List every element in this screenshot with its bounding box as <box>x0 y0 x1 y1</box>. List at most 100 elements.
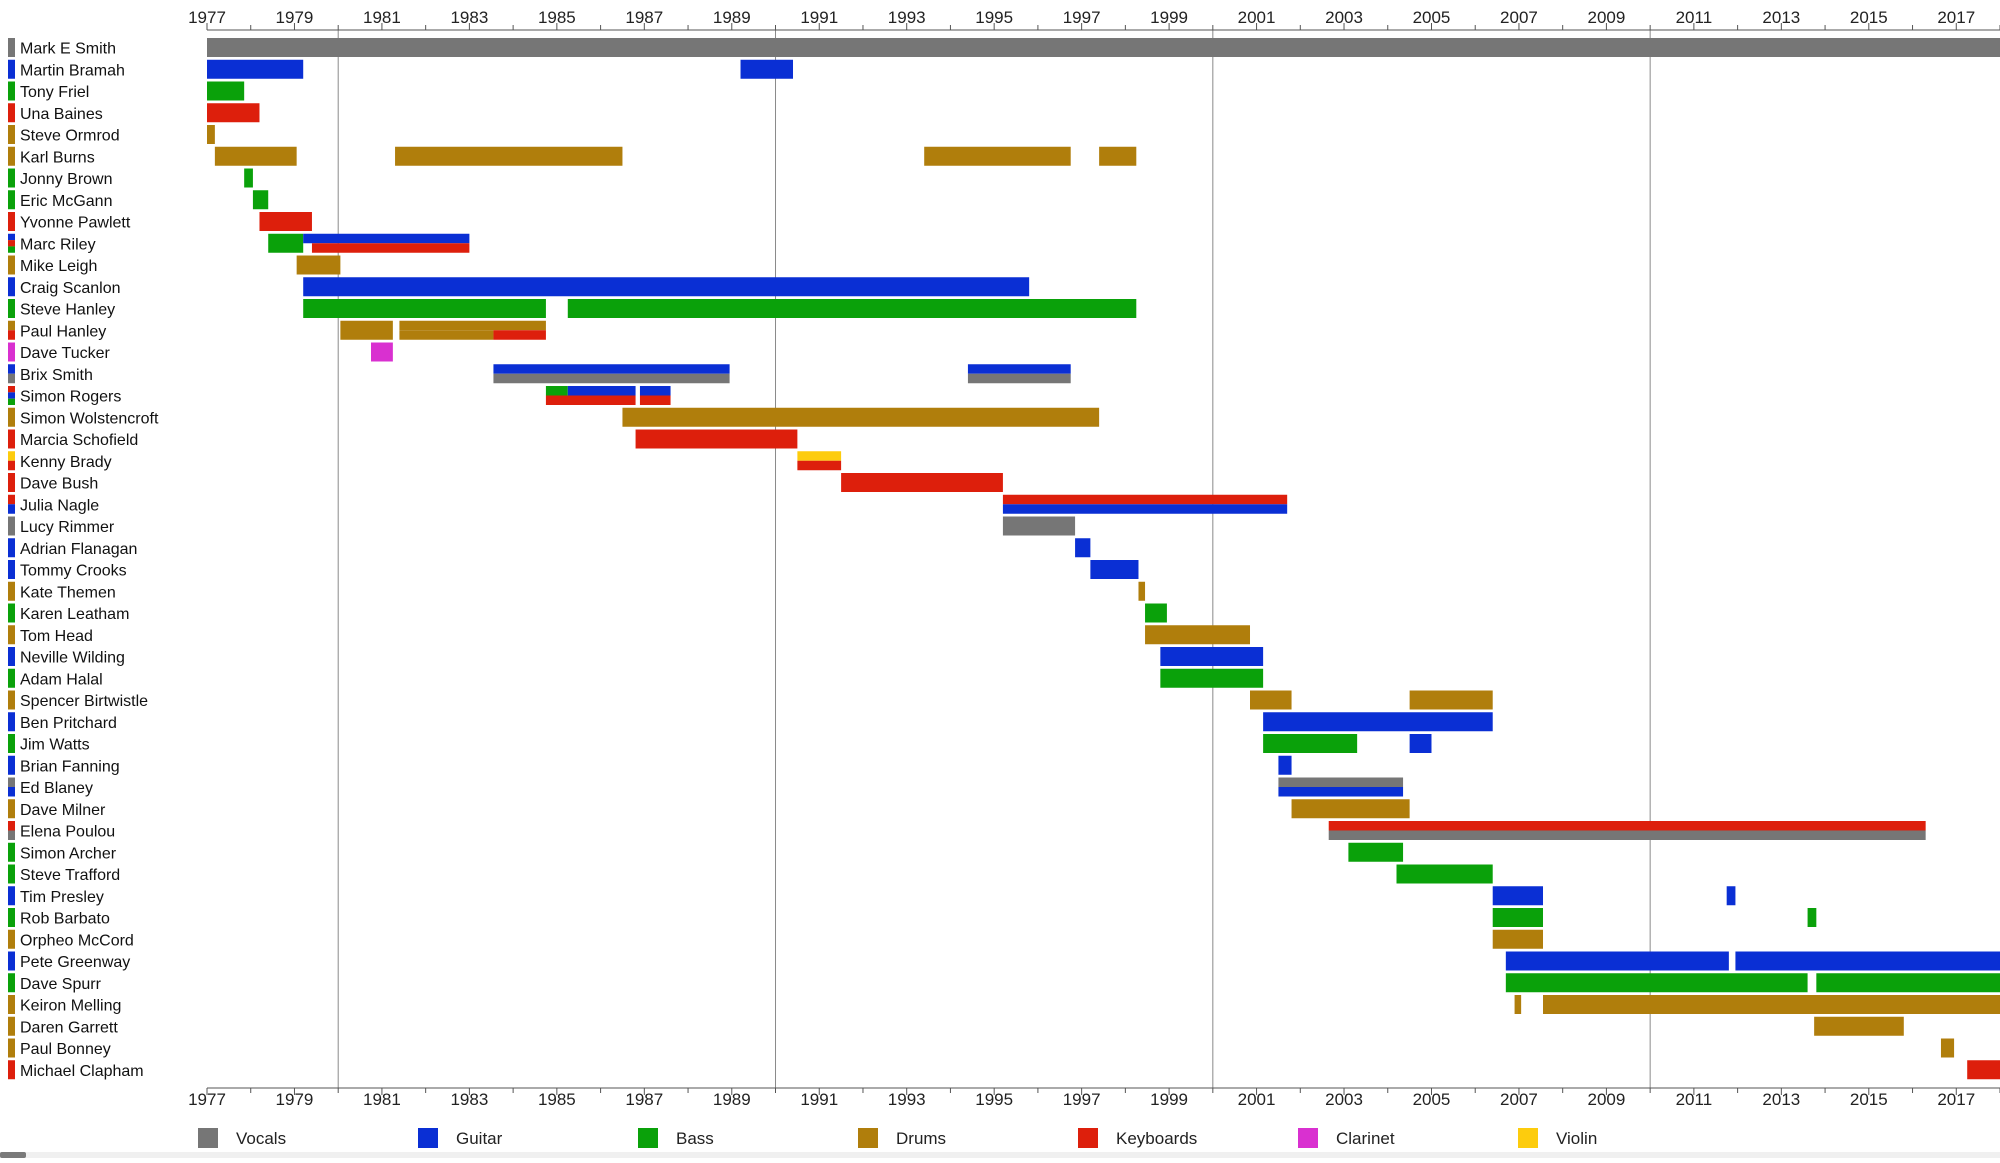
membership-bar <box>303 233 470 244</box>
member-role-swatch <box>8 995 15 1014</box>
member-role-swatch <box>8 125 15 144</box>
membership-bar <box>1940 1038 1955 1058</box>
member-name-label: Lucy Rimmer <box>20 519 115 536</box>
bottom-axis-tick-label: 1989 <box>713 1090 751 1109</box>
membership-bar <box>207 59 304 79</box>
member-role-swatch <box>8 429 15 449</box>
member-role-swatch <box>8 668 15 688</box>
member-role-swatch <box>8 81 15 101</box>
top-axis-tick-label: 2011 <box>1676 8 1713 27</box>
legend-label: Drums <box>896 1129 946 1148</box>
bottom-axis-tick-label: 1987 <box>625 1090 663 1109</box>
membership-bar <box>303 277 1030 297</box>
membership-bar <box>1278 777 1404 787</box>
bottom-axis-tick-label: 2007 <box>1500 1090 1538 1109</box>
top-axis-tick-label: 2003 <box>1325 8 1363 27</box>
membership-bar <box>395 146 623 166</box>
membership-bar <box>370 342 393 362</box>
member-role-swatch <box>8 1060 15 1080</box>
membership-bar <box>1726 886 1736 906</box>
membership-bar <box>207 103 260 123</box>
top-axis-tick-label: 1997 <box>1063 8 1101 27</box>
member-name-label: Paul Bonney <box>20 1041 111 1058</box>
membership-bar <box>296 255 341 275</box>
member-bars <box>207 38 2000 1080</box>
member-name-label: Julia Nagle <box>20 497 99 514</box>
top-axis-tick-label: 2017 <box>1937 8 1975 27</box>
member-name-label: Dave Milner <box>20 802 106 819</box>
membership-bar <box>1409 690 1493 710</box>
member-role-swatch <box>8 929 15 949</box>
member-name-label: Martin Bramah <box>20 62 125 79</box>
membership-bar <box>1348 842 1404 862</box>
member-role-swatch <box>8 908 15 927</box>
membership-bar <box>639 386 671 396</box>
member-name-label: Brix Smith <box>20 367 93 384</box>
membership-bar <box>1002 516 1076 536</box>
top-axis-tick-label: 2005 <box>1413 8 1451 27</box>
legend-swatch <box>198 1128 218 1148</box>
membership-bar <box>1543 995 2000 1014</box>
member-name-label: Simon Rogers <box>20 389 121 406</box>
member-name-label: Karl Burns <box>20 149 95 166</box>
member-role-swatch <box>8 787 15 797</box>
member-role-swatch <box>8 712 15 732</box>
membership-bar <box>207 125 215 144</box>
membership-bar <box>567 386 636 396</box>
bottom-axis-tick-label: 2001 <box>1238 1090 1276 1109</box>
membership-bar <box>1160 647 1264 666</box>
member-name-label: Michael Clapham <box>20 1063 144 1080</box>
membership-bar <box>1145 603 1167 623</box>
member-role-swatch <box>8 581 15 601</box>
membership-bar <box>1396 864 1493 884</box>
member-name-label: Orpheo McCord <box>20 932 134 949</box>
member-role-swatch <box>8 842 15 862</box>
bottom-axis-tick-label: 1999 <box>1150 1090 1188 1109</box>
member-name-label: Tommy Crooks <box>20 563 127 580</box>
top-axis-tick-label: 1989 <box>713 8 751 27</box>
bottom-axis-tick-label: 1977 <box>188 1090 226 1109</box>
top-axis-tick-label: 1979 <box>276 8 314 27</box>
member-name-label: Mark E Smith <box>20 41 116 58</box>
vertical-gridlines <box>337 30 1651 1088</box>
member-name-label: Yvonne Pawlett <box>20 215 131 232</box>
membership-bar <box>493 373 730 384</box>
horizontal-scrollbar[interactable] <box>0 1152 2000 1158</box>
membership-bar <box>1002 504 1288 514</box>
top-axis-tick-label: 1983 <box>450 8 488 27</box>
member-role-swatch <box>8 886 15 906</box>
member-role-swatch <box>8 603 15 623</box>
membership-bar <box>635 429 798 449</box>
member-role-swatch <box>8 364 15 374</box>
member-role-swatch <box>8 1038 15 1058</box>
member-name-label: Dave Tucker <box>20 345 110 362</box>
membership-bar <box>207 81 245 101</box>
member-name-label: Pete Greenway <box>20 954 130 971</box>
member-role-swatch <box>8 777 15 787</box>
membership-bar <box>259 212 312 231</box>
member-role-swatch <box>8 647 15 666</box>
scrollbar-thumb[interactable] <box>0 1152 26 1158</box>
member-role-swatch <box>8 1016 15 1036</box>
member-role-swatch <box>8 373 15 384</box>
member-name-label: Dave Spurr <box>20 976 102 993</box>
membership-bar <box>1735 951 2000 971</box>
membership-bar <box>1967 1060 2000 1080</box>
member-name-label: Elena Poulou <box>20 824 115 841</box>
membership-bar <box>967 364 1071 374</box>
membership-bar <box>1514 995 1522 1014</box>
member-role-swatch <box>8 830 15 840</box>
member-role-swatch <box>8 103 15 123</box>
member-role-swatch <box>8 799 15 819</box>
membership-bar <box>244 168 253 188</box>
membership-bar <box>399 330 494 340</box>
membership-bar <box>1328 830 1926 840</box>
bottom-axis-tick-label: 1997 <box>1063 1090 1101 1109</box>
bottom-axis-tick-label: 2005 <box>1413 1090 1451 1109</box>
legend-swatch <box>1298 1128 1318 1148</box>
membership-bar <box>1492 929 1544 949</box>
member-name-label: Steve Hanley <box>20 302 115 319</box>
member-role-swatch <box>8 473 15 492</box>
member-role-swatch <box>8 451 15 461</box>
